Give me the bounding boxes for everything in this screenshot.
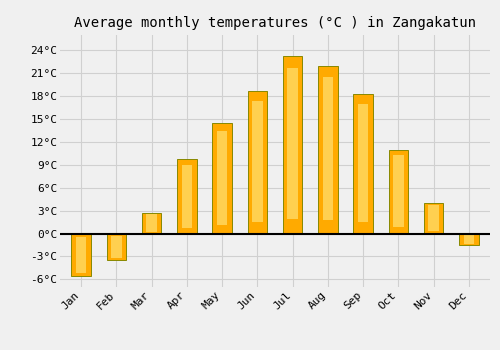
Bar (283, 56, 302, 233)
Bar (142, 213, 162, 233)
Bar (354, 94, 373, 233)
Bar (424, 203, 444, 233)
Bar (182, 164, 192, 228)
Bar (464, 234, 474, 244)
Bar (318, 65, 338, 233)
Bar (288, 68, 298, 219)
Bar (212, 123, 232, 233)
Bar (252, 101, 262, 222)
Bar (72, 233, 91, 275)
Bar (459, 233, 478, 245)
Title: Average monthly temperatures (°C ) in Zangakatun: Average monthly temperatures (°C ) in Za… (74, 16, 476, 30)
Bar (322, 77, 333, 220)
Bar (106, 233, 126, 260)
Bar (111, 236, 122, 258)
Bar (217, 131, 228, 225)
Bar (393, 155, 404, 227)
Bar (358, 104, 368, 222)
Bar (388, 149, 408, 233)
Bar (248, 91, 267, 233)
Bar (177, 160, 197, 233)
Bar (146, 214, 157, 232)
Bar (428, 205, 439, 231)
Bar (76, 237, 86, 273)
